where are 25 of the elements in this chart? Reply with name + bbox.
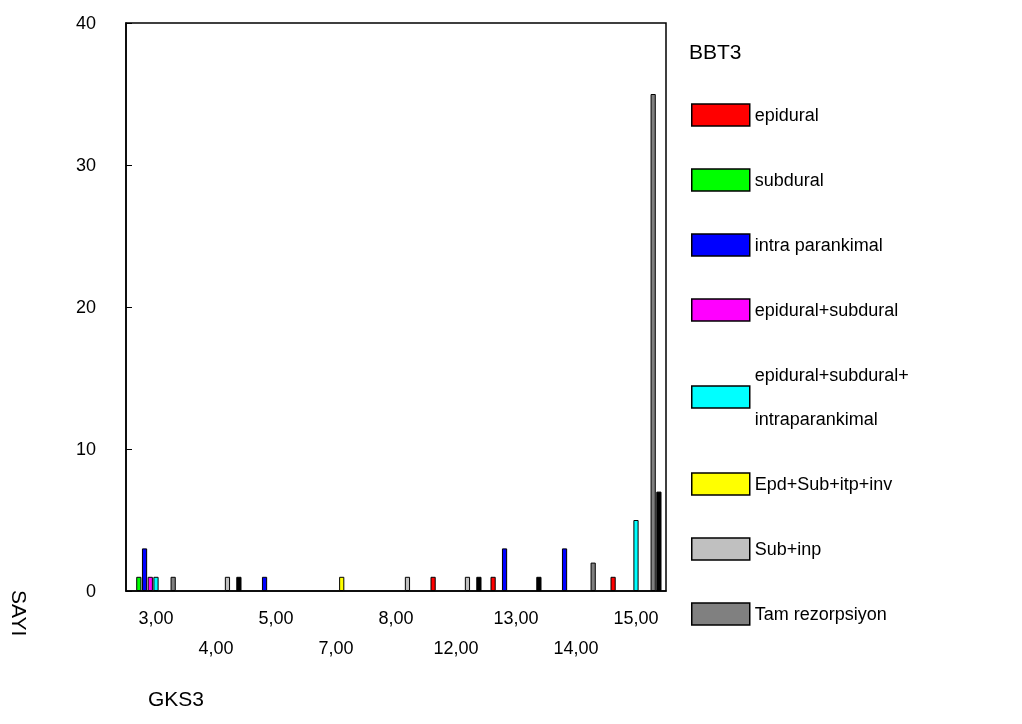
- y-tick-label: 10: [75, 439, 96, 459]
- legend-title: BBT3: [689, 40, 742, 63]
- legend-label: epidural: [754, 105, 819, 125]
- y-tick-label: 40: [75, 13, 96, 33]
- y-tick-label: 0: [85, 581, 96, 601]
- legend-label: Epd+Sub+itp+inv: [754, 474, 893, 494]
- x-tick-label: 8,00: [378, 608, 414, 628]
- x-tick-label: 5,00: [258, 608, 294, 628]
- y-tick-label: 30: [75, 155, 96, 175]
- legend-label: subdural: [754, 170, 824, 190]
- x-tick-label: 4,00: [198, 638, 234, 658]
- legend-label: intra parankimal: [754, 235, 883, 255]
- y-tick-label: 20: [75, 297, 96, 317]
- x-axis-title: GKS3: [148, 687, 205, 710]
- y-axis-title: SAYI: [8, 590, 31, 637]
- x-tick-label: 3,00: [138, 608, 174, 628]
- legend-label: epidural+subdural: [754, 300, 899, 320]
- x-tick-label: 7,00: [318, 638, 354, 658]
- text: epidural+subdural+intraparankimal: [754, 365, 909, 429]
- legend-label: Tam rezorpsiyon: [754, 604, 887, 624]
- x-tick-label: 12,00: [433, 638, 479, 658]
- x-tick-label: 13,00: [493, 608, 539, 628]
- legend-label: Sub+inp: [754, 539, 822, 559]
- x-tick-label: 14,00: [553, 638, 599, 658]
- x-tick-label: 15,00: [613, 608, 659, 628]
